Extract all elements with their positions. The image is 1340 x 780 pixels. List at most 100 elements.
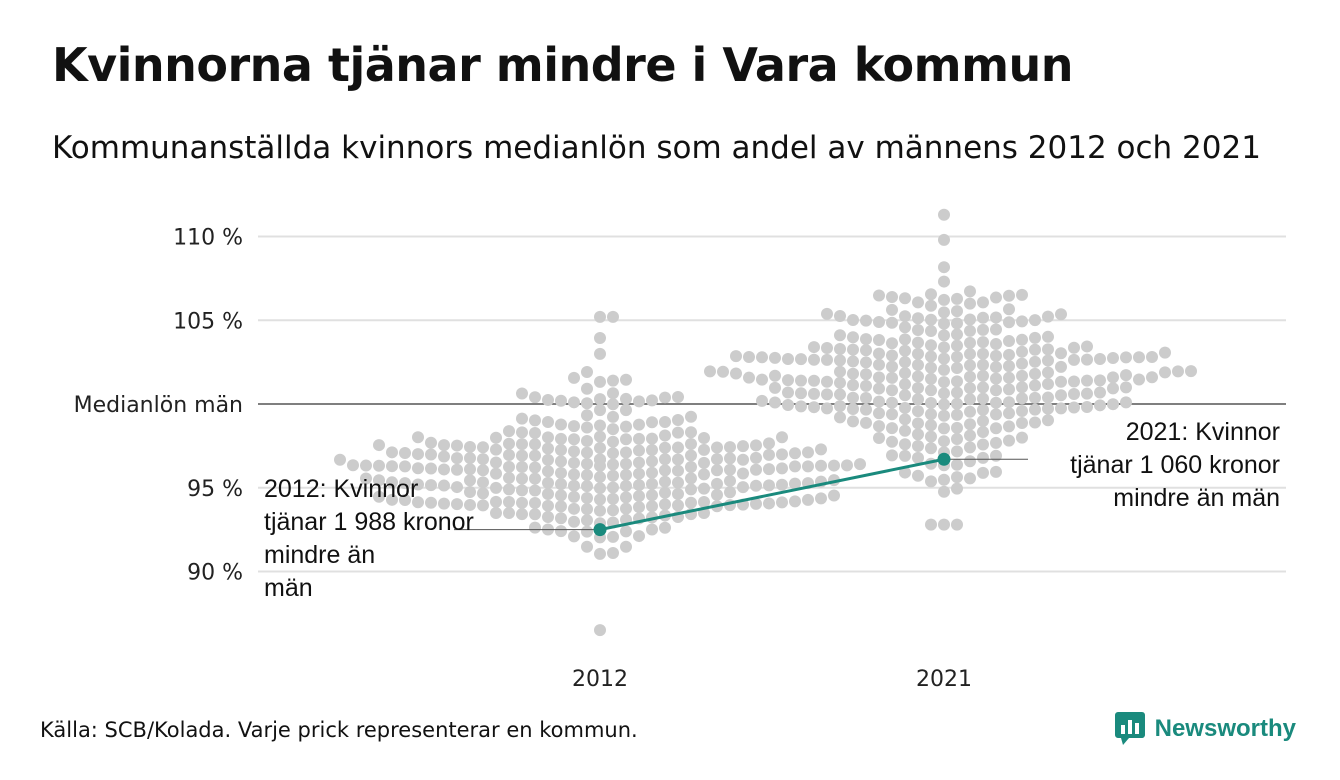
municipality-dot <box>542 431 554 444</box>
municipality-dot <box>1055 375 1067 388</box>
municipality-dot <box>847 355 859 368</box>
municipality-dot <box>672 453 684 466</box>
municipality-dot <box>808 341 820 354</box>
municipality-dot <box>815 443 827 456</box>
municipality-dot <box>795 374 807 387</box>
municipality-dot <box>821 342 833 355</box>
municipality-dot <box>990 372 1002 385</box>
municipality-dot <box>964 418 976 431</box>
municipality-dot <box>724 441 736 454</box>
highlight-series <box>454 452 1028 537</box>
municipality-dot <box>938 376 950 389</box>
municipality-dot <box>568 490 580 503</box>
municipality-dot <box>899 321 911 334</box>
municipality-dot <box>464 440 476 453</box>
municipality-dot <box>821 353 833 366</box>
municipality-dot <box>386 493 398 506</box>
municipality-dot <box>581 434 593 447</box>
municipality-dot <box>951 421 963 434</box>
municipality-dot <box>724 452 736 465</box>
municipality-dot <box>373 459 385 472</box>
municipality-dot <box>1016 405 1028 418</box>
municipality-dot <box>698 443 710 456</box>
municipality-dot <box>964 336 976 349</box>
municipality-dot <box>594 310 606 323</box>
municipality-dot <box>685 410 697 423</box>
municipality-dot <box>503 425 515 438</box>
municipality-dot <box>873 334 885 347</box>
municipality-dot <box>821 375 833 388</box>
municipality-dot <box>594 375 606 388</box>
municipality-dot <box>646 455 658 468</box>
municipality-dot <box>1055 360 1067 373</box>
municipality-dot <box>516 387 528 400</box>
municipality-dot <box>938 261 950 274</box>
municipality-dot <box>1107 371 1119 384</box>
municipality-dot <box>750 439 762 452</box>
municipality-dot <box>938 233 950 246</box>
municipality-dot <box>620 373 632 386</box>
municipality-dot <box>581 514 593 527</box>
municipality-dot <box>737 481 749 494</box>
municipality-dot <box>828 489 840 502</box>
municipality-dot <box>977 369 989 382</box>
brand-name: Newsworthy <box>1154 715 1296 742</box>
municipality-dot <box>925 339 937 352</box>
municipality-dot <box>990 349 1002 362</box>
municipality-dot <box>594 419 606 432</box>
municipality-dot <box>1016 431 1028 444</box>
municipality-dot <box>912 405 924 418</box>
municipality-dot <box>477 499 489 512</box>
municipality-dot <box>555 525 567 538</box>
municipality-dot <box>977 414 989 427</box>
municipality-dot <box>873 395 885 408</box>
municipality-dot <box>516 496 528 509</box>
source-note: Källa: SCB/Kolada. Varje prick represent… <box>40 718 638 742</box>
municipality-dot <box>1029 403 1041 416</box>
municipality-dot <box>990 311 1002 324</box>
annotation-2021: 2021: Kvinnor tjänar 1 060 kronor mindre ä… <box>1070 418 1280 512</box>
municipality-dot <box>646 500 658 513</box>
municipality-dot <box>542 465 554 478</box>
y-tick-label: 110 % <box>173 226 243 251</box>
municipality-dot <box>646 489 658 502</box>
municipality-dot <box>672 464 684 477</box>
municipality-dot <box>685 461 697 474</box>
y-axis-tick-labels: 110 % 105 % Medianlön män 95 % 90 % <box>74 226 243 586</box>
municipality-dot <box>1042 402 1054 415</box>
municipality-dot <box>373 439 385 452</box>
municipality-dot <box>1042 310 1054 323</box>
municipality-dot <box>711 477 723 490</box>
municipality-dot <box>990 396 1002 409</box>
municipality-dot <box>1042 354 1054 367</box>
municipality-dot <box>964 441 976 454</box>
municipality-dot <box>1172 365 1184 378</box>
municipality-dot <box>951 471 963 484</box>
municipality-dot <box>555 394 567 407</box>
municipality-dot <box>620 468 632 481</box>
municipality-dot <box>925 372 937 385</box>
municipality-dot <box>834 342 846 355</box>
municipality-dot <box>581 525 593 538</box>
municipality-dot <box>659 486 671 499</box>
municipality-dot <box>1094 399 1106 412</box>
municipality-dot <box>607 410 619 423</box>
municipality-dot <box>1016 345 1028 358</box>
municipality-dot <box>1068 388 1080 401</box>
municipality-dot <box>1107 351 1119 364</box>
municipality-dot <box>672 426 684 439</box>
municipality-dot <box>711 464 723 477</box>
municipality-dot <box>750 479 762 492</box>
municipality-dot <box>516 426 528 439</box>
municipality-dot <box>912 312 924 325</box>
municipality-dot <box>938 435 950 448</box>
municipality-dot <box>594 347 606 360</box>
municipality-dot <box>542 393 554 406</box>
municipality-dot <box>555 455 567 468</box>
municipality-dot <box>990 449 1002 462</box>
municipality-dot <box>451 481 463 494</box>
municipality-dot <box>1055 402 1067 415</box>
municipality-dot <box>951 305 963 318</box>
municipality-dot <box>386 446 398 459</box>
municipality-dot <box>646 444 658 457</box>
